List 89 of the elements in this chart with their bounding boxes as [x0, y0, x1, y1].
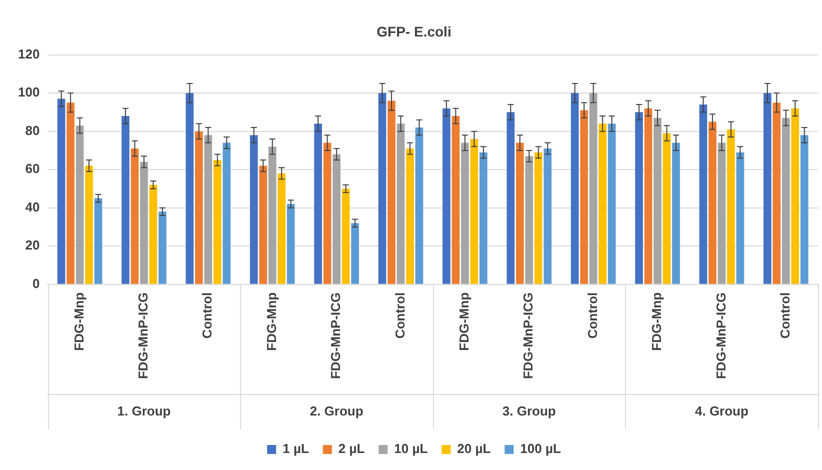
bar	[589, 93, 598, 284]
bar	[772, 102, 781, 284]
x-tick-label: Control	[584, 292, 600, 339]
text: 2. Group	[310, 404, 364, 419]
bar	[598, 124, 606, 284]
bar	[130, 148, 139, 284]
bar	[672, 142, 680, 284]
bar	[314, 124, 322, 284]
bar	[388, 100, 396, 284]
text: 1. Group	[117, 404, 171, 419]
bar	[608, 124, 616, 284]
bar	[800, 135, 808, 284]
bar	[158, 212, 166, 284]
bar	[213, 160, 222, 284]
bar	[791, 108, 800, 284]
y-tick-label: 60	[25, 161, 40, 176]
bar	[580, 110, 588, 284]
bar	[204, 135, 212, 284]
bar	[570, 93, 579, 284]
bar	[323, 142, 332, 284]
bar	[195, 131, 203, 284]
bar	[286, 204, 295, 284]
bar	[268, 146, 276, 284]
bar	[396, 124, 405, 284]
x-tick-label: FDG-Mnp	[456, 292, 472, 351]
bar	[140, 162, 148, 284]
bar	[525, 156, 534, 284]
x-tick-label: FDG-MnP-ICG	[328, 292, 344, 380]
bar	[332, 154, 340, 284]
bar	[342, 188, 350, 284]
bar	[378, 93, 386, 284]
y-tick-label: 80	[25, 122, 40, 138]
bar	[250, 135, 258, 284]
x-tick-label: Control	[392, 292, 408, 339]
y-tick-label: 40	[25, 199, 40, 214]
legend-label: 100 µL	[520, 441, 561, 456]
x-tick-label: FDG-MnP-ICG	[713, 292, 728, 380]
bar	[452, 116, 460, 284]
bar	[149, 184, 158, 284]
bar	[480, 152, 488, 284]
legend-label: 1 µL	[282, 441, 309, 456]
bar	[406, 148, 414, 284]
bar	[534, 152, 542, 284]
bar	[644, 108, 652, 284]
bar	[76, 126, 84, 284]
legend-label: 2 µL	[338, 441, 365, 456]
y-tick-label: 0	[32, 276, 40, 291]
bar	[763, 93, 772, 284]
y-tick-label: 120	[18, 46, 40, 62]
x-tick-label: Control	[777, 292, 792, 339]
bar	[506, 112, 515, 284]
x-tick-label: Control	[200, 292, 215, 339]
bar	[727, 129, 735, 284]
bar	[94, 198, 102, 284]
bar	[544, 148, 552, 284]
bar	[699, 104, 708, 284]
legend-label: 10 µL	[394, 441, 428, 456]
bar	[186, 93, 194, 284]
bar	[635, 112, 643, 284]
bar	[278, 173, 286, 284]
bar	[718, 142, 726, 284]
text: 4. Group	[694, 404, 748, 419]
bar	[57, 98, 66, 284]
x-tick-label: FDG-MnP-ICG	[520, 292, 536, 380]
bar	[259, 166, 268, 284]
bar	[708, 122, 716, 284]
bar	[782, 118, 790, 284]
y-tick-label: 100	[18, 84, 40, 100]
bar	[516, 142, 524, 284]
bar	[415, 127, 424, 284]
legend-label: 20 µL	[457, 441, 491, 456]
bar	[122, 116, 130, 284]
y-tick-label: 20	[25, 238, 40, 253]
bar	[736, 152, 744, 284]
bar	[442, 108, 450, 284]
x-tick-label: FDG-Mnp	[649, 292, 664, 351]
bar	[85, 166, 93, 284]
text: 3. Group	[502, 404, 556, 419]
bar	[662, 133, 671, 284]
bar	[654, 118, 662, 284]
bar	[66, 102, 74, 284]
x-tick-label: FDG-MnP-ICG	[136, 292, 151, 380]
bar	[470, 138, 478, 284]
x-tick-label: FDG-Mnp	[71, 292, 86, 351]
x-tick-label: FDG-Mnp	[264, 292, 279, 351]
bar	[461, 142, 469, 284]
bar	[351, 223, 359, 284]
chart-title: GFP- E.coli	[376, 23, 452, 40]
bar	[222, 142, 231, 284]
